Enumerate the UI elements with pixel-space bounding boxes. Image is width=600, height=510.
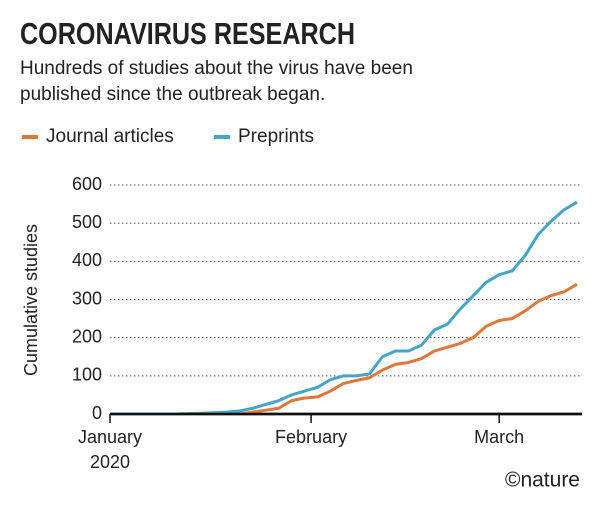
y-tick-label: 500 bbox=[72, 212, 102, 232]
y-tick-label: 200 bbox=[72, 326, 102, 346]
x-tick-label: January 2020 bbox=[78, 427, 142, 472]
y-axis-label: Cumulative studies bbox=[21, 224, 41, 376]
y-tick-label: 400 bbox=[72, 250, 102, 270]
legend-label: Journal articles bbox=[46, 126, 174, 147]
y-tick-label: 100 bbox=[72, 365, 102, 385]
chart-title: CORONAVIRUS RESEARCH bbox=[20, 16, 355, 51]
series-line bbox=[110, 282, 578, 416]
y-tick-label: 300 bbox=[72, 288, 102, 308]
chart-subtitle: published since the outbreak began. bbox=[20, 84, 325, 105]
x-tick-label: March bbox=[474, 427, 524, 447]
chart-subtitle: Hundreds of studies about the virus have… bbox=[20, 58, 413, 79]
credit: ©nature bbox=[505, 469, 580, 492]
legend-label: Preprints bbox=[238, 126, 314, 147]
y-tick-label: 0 bbox=[92, 403, 102, 423]
series-line bbox=[110, 200, 578, 416]
y-tick-label: 600 bbox=[72, 174, 102, 194]
x-tick-label: February bbox=[275, 427, 347, 447]
